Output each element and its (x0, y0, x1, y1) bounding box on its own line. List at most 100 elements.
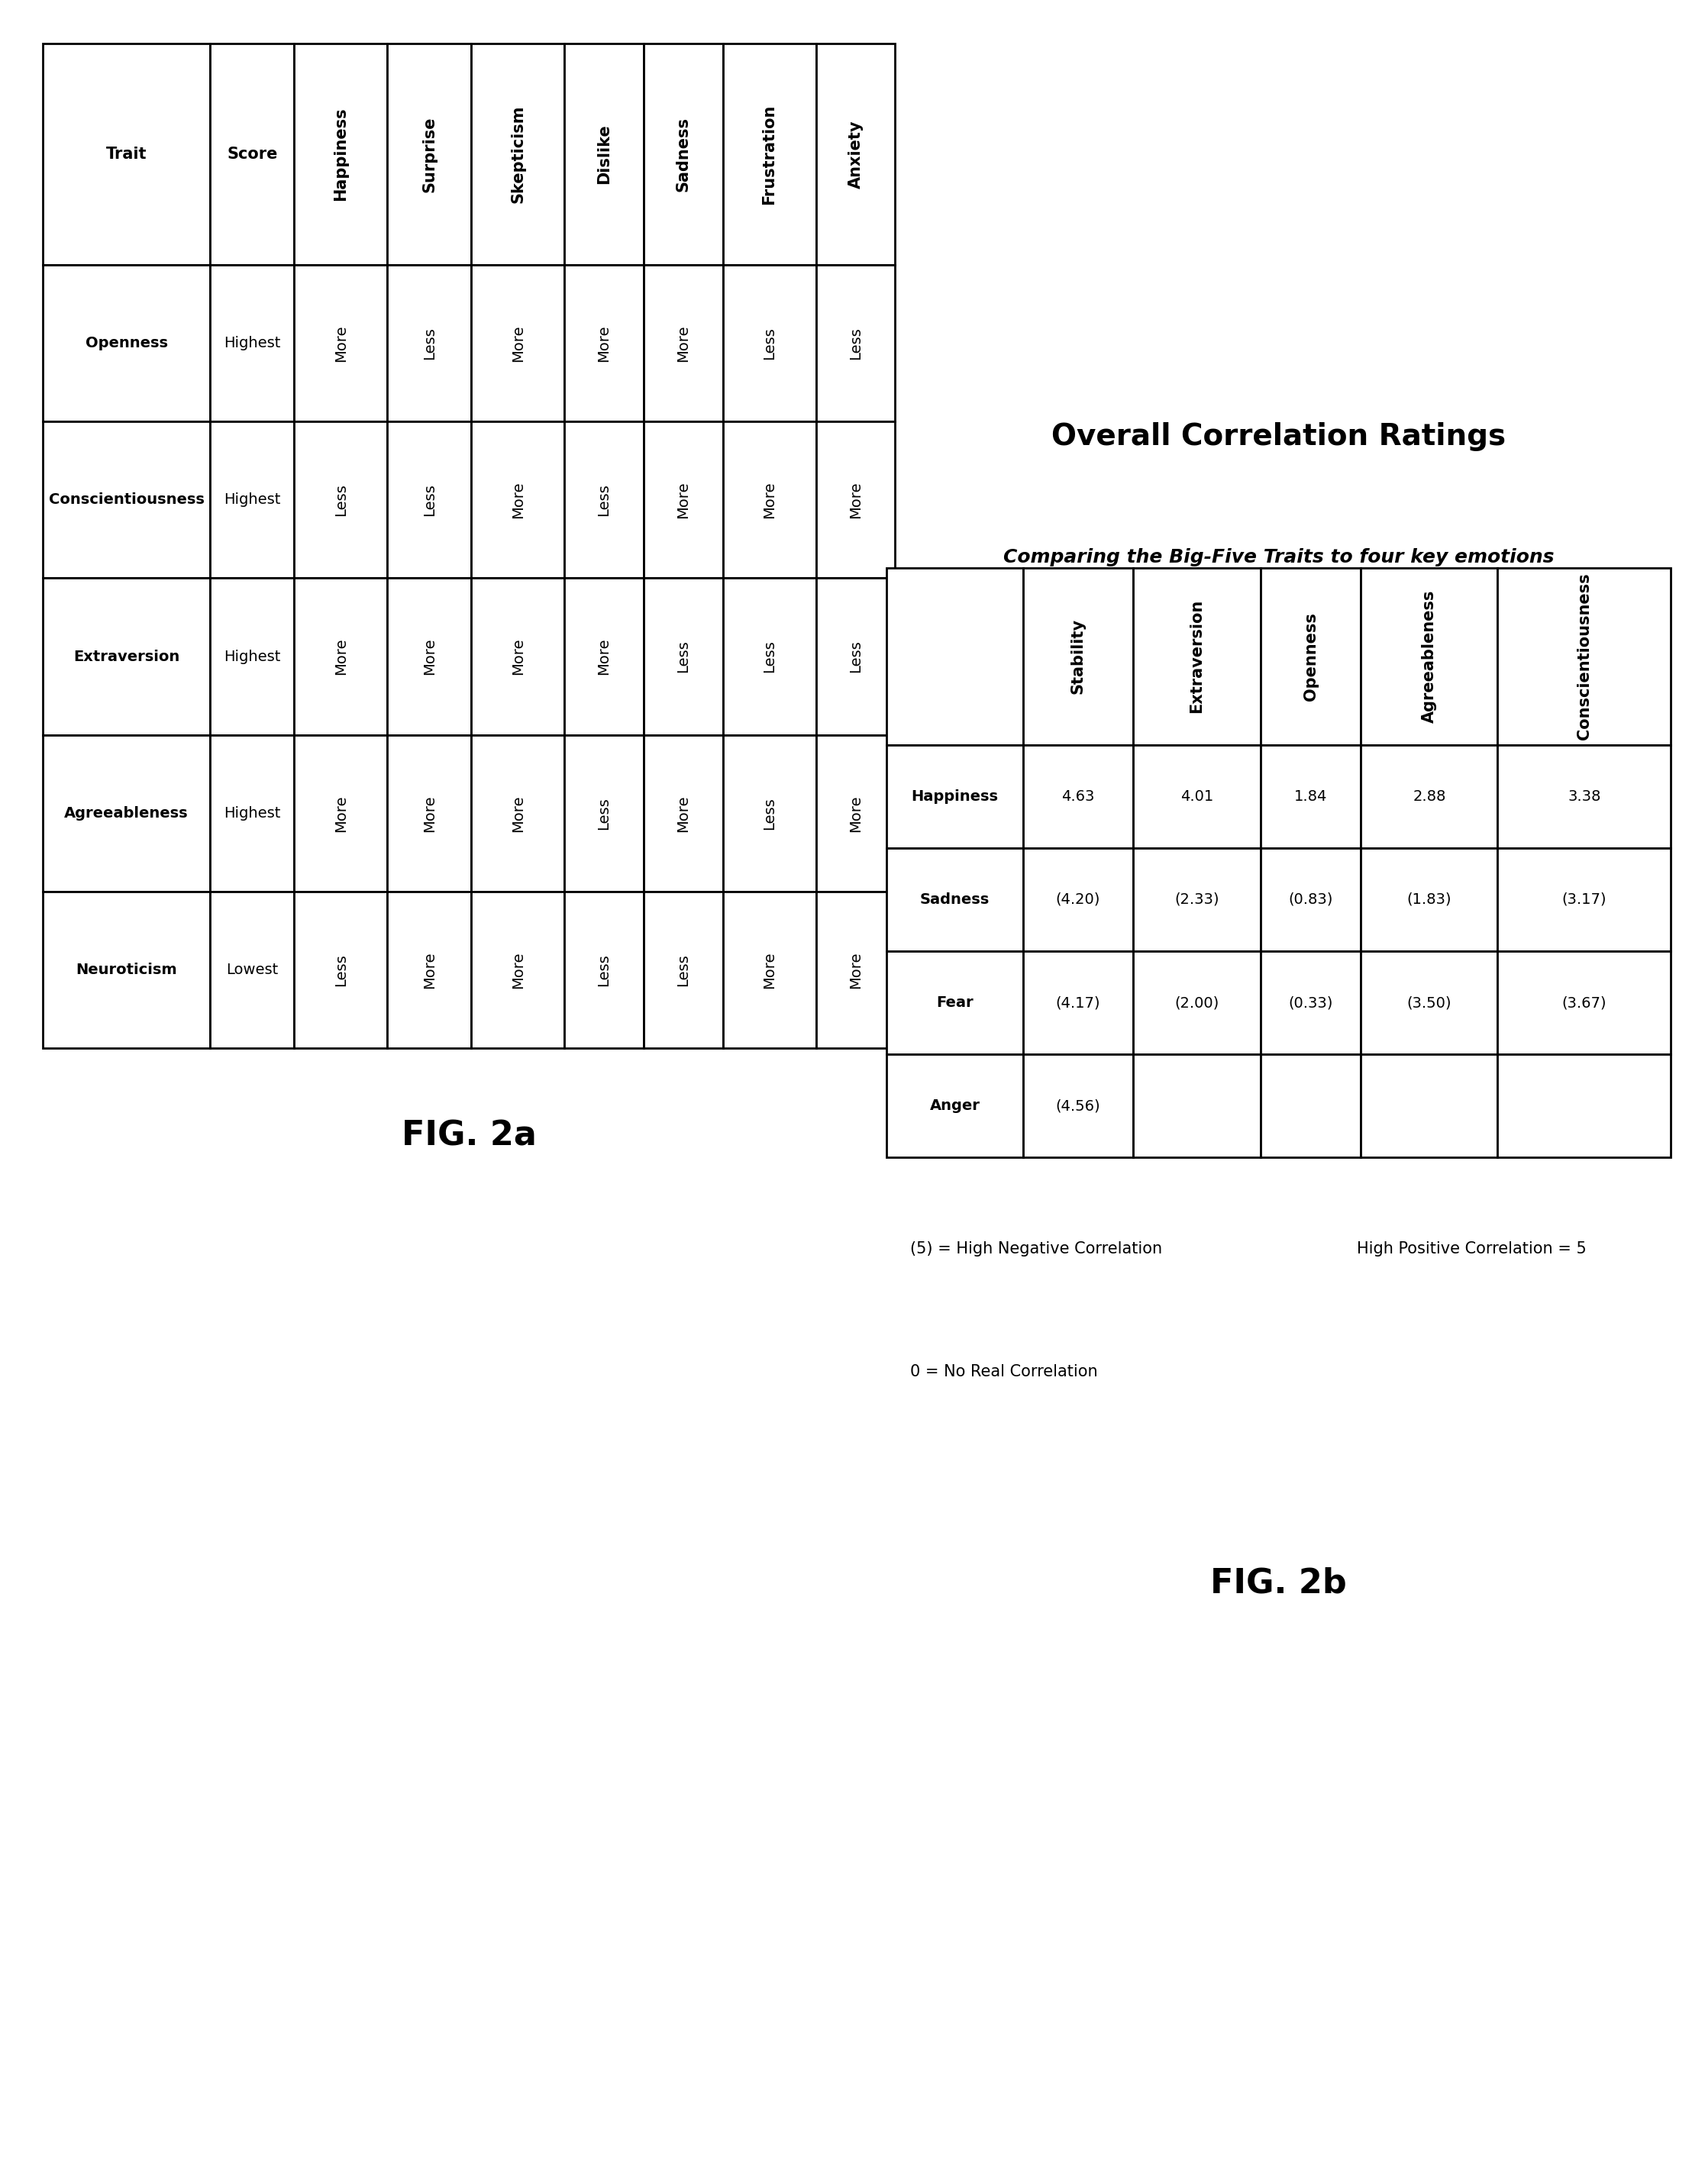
Text: Less: Less (423, 483, 436, 515)
Text: More: More (510, 795, 525, 832)
Text: Happiness: Happiness (912, 788, 999, 804)
Bar (723, 422, 817, 579)
Text: (5) = High Negative Correlation: (5) = High Negative Correlation (910, 1243, 1163, 1256)
Bar (887, 745, 1023, 847)
Bar (471, 579, 564, 734)
Bar (1023, 847, 1132, 952)
Text: Highest: Highest (223, 494, 281, 507)
Text: High Positive Correlation = 5: High Positive Correlation = 5 (1357, 1243, 1587, 1256)
Text: Less: Less (334, 483, 348, 515)
Bar (643, 422, 723, 579)
Text: Highest: Highest (223, 336, 281, 349)
Text: Comparing the Big-Five Traits to four key emotions: Comparing the Big-Five Traits to four ke… (1003, 548, 1555, 566)
Bar (817, 422, 895, 579)
Bar (564, 891, 643, 1048)
Text: (2.00): (2.00) (1175, 996, 1219, 1009)
Text: (4.17): (4.17) (1055, 996, 1100, 1009)
Bar (564, 422, 643, 579)
Text: (4.20): (4.20) (1055, 893, 1100, 906)
Text: Extraversion: Extraversion (73, 649, 179, 664)
Text: Openness: Openness (85, 336, 167, 349)
Bar (210, 891, 295, 1048)
Text: More: More (849, 480, 863, 518)
Bar (1361, 847, 1497, 952)
Text: Less: Less (675, 954, 691, 987)
Text: (2.33): (2.33) (1175, 893, 1219, 906)
Bar (210, 44, 295, 264)
Bar (295, 734, 387, 891)
Text: More: More (334, 795, 348, 832)
Bar (1132, 745, 1260, 847)
Text: (0.83): (0.83) (1289, 893, 1333, 906)
Text: (3.67): (3.67) (1562, 996, 1606, 1009)
Bar (1260, 1055, 1361, 1158)
Text: Happiness: Happiness (332, 107, 348, 201)
Bar (1361, 1055, 1497, 1158)
Bar (1132, 568, 1260, 745)
Text: Lowest: Lowest (227, 963, 278, 976)
Text: More: More (849, 795, 863, 832)
Text: Frustration: Frustration (762, 105, 777, 205)
Bar (1497, 745, 1671, 847)
Text: 3.38: 3.38 (1567, 788, 1601, 804)
Text: More: More (334, 325, 348, 363)
Text: Less: Less (675, 640, 691, 673)
Text: More: More (423, 952, 436, 989)
Text: FIG. 2b: FIG. 2b (1211, 1566, 1347, 1601)
Bar (887, 847, 1023, 952)
Bar (1023, 745, 1132, 847)
Text: Less: Less (762, 328, 776, 360)
Bar (210, 734, 295, 891)
Bar (1497, 1055, 1671, 1158)
Bar (471, 422, 564, 579)
Bar (1497, 952, 1671, 1055)
Bar (1132, 1055, 1260, 1158)
Text: Less: Less (597, 483, 610, 515)
Text: 4.63: 4.63 (1062, 788, 1095, 804)
Bar (210, 422, 295, 579)
Text: Openness: Openness (1303, 612, 1318, 701)
Bar (817, 891, 895, 1048)
Text: Conscientiousness: Conscientiousness (1577, 572, 1592, 740)
Text: 4.01: 4.01 (1180, 788, 1214, 804)
Text: Conscientiousness: Conscientiousness (49, 494, 205, 507)
Bar (887, 952, 1023, 1055)
Text: Less: Less (849, 328, 863, 360)
Text: More: More (675, 480, 691, 518)
Text: Less: Less (597, 954, 610, 987)
Text: More: More (334, 638, 348, 675)
Text: Highest: Highest (223, 649, 281, 664)
Text: (1.83): (1.83) (1407, 893, 1451, 906)
Bar (723, 264, 817, 422)
Bar (210, 579, 295, 734)
Text: More: More (849, 952, 863, 989)
Bar (387, 264, 471, 422)
Bar (723, 44, 817, 264)
Bar (471, 891, 564, 1048)
Bar (43, 422, 210, 579)
Text: More: More (510, 952, 525, 989)
Text: Surprise: Surprise (421, 116, 436, 192)
Bar (1132, 847, 1260, 952)
Text: Less: Less (762, 640, 776, 673)
Text: 2.88: 2.88 (1413, 788, 1446, 804)
Bar (564, 579, 643, 734)
Text: Overall Correlation Ratings: Overall Correlation Ratings (1052, 422, 1506, 452)
Bar (1132, 952, 1260, 1055)
Text: Skepticism: Skepticism (510, 105, 525, 203)
Text: Sadness: Sadness (921, 893, 991, 906)
Bar (471, 44, 564, 264)
Bar (1023, 952, 1132, 1055)
Text: Stability: Stability (1071, 618, 1086, 695)
Text: Less: Less (423, 328, 436, 360)
Bar (1260, 847, 1361, 952)
Bar (564, 264, 643, 422)
Bar (1023, 568, 1132, 745)
Text: More: More (510, 325, 525, 363)
Bar (643, 579, 723, 734)
Text: (0.33): (0.33) (1289, 996, 1333, 1009)
Text: More: More (597, 325, 610, 363)
Bar (295, 579, 387, 734)
Bar (643, 734, 723, 891)
Bar (387, 44, 471, 264)
